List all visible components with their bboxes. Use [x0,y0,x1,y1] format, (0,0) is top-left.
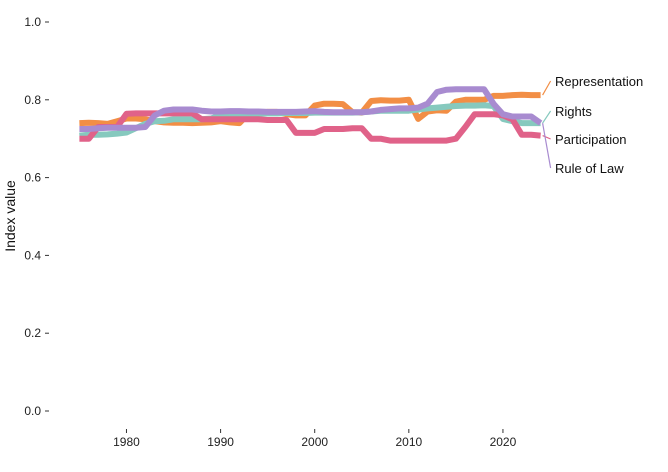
y-tick-label: 0.6 [24,171,41,185]
x-tick-label: 2010 [395,435,422,449]
series-label-rights: Rights [555,104,592,119]
y-tick-label: 0.4 [24,248,41,262]
y-tick-label: 0.2 [24,326,41,340]
series-labels: Representation Rights Participation Rule of… [542,74,643,176]
leader-line-participation [542,135,551,140]
x-axis: 1980 1990 2000 2010 2020 [113,429,517,449]
series-label-rule-of-law: Rule of Law [555,161,624,176]
series-label-participation: Participation [555,132,627,147]
x-tick-label: 2020 [490,435,517,449]
y-tick-label: 0.8 [24,93,41,107]
series-lines [79,86,543,144]
series-label-representation: Representation [555,74,643,89]
leader-line-rule-of-law [542,122,552,169]
y-axis: 0.0 0.2 0.4 0.6 0.8 1.0 [24,15,49,418]
x-tick-label: 2000 [301,435,328,449]
leader-line-representation [542,80,552,96]
y-tick-label: 1.0 [24,15,41,29]
y-tick-label: 0.0 [24,404,41,418]
series-line-rule-of-law [79,86,543,132]
x-tick-label: 1990 [207,435,234,449]
y-axis-title: Index value [2,180,18,252]
leader-line-rights [542,110,552,124]
x-tick-label: 1980 [113,435,140,449]
